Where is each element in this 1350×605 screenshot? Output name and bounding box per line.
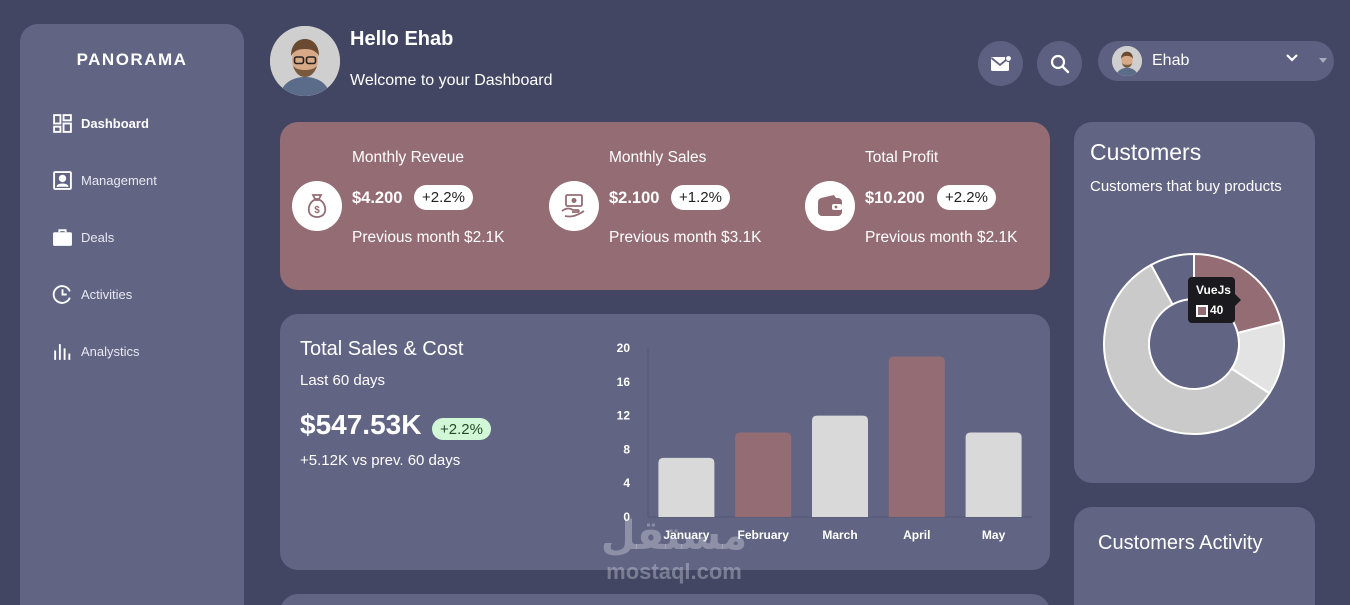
person-avatar-icon	[270, 26, 340, 96]
clock-icon	[52, 285, 71, 304]
sales-cost-card: Total Sales & Cost Last 60 days $547.53K…	[280, 314, 1050, 570]
dashboard-grid-icon	[53, 114, 72, 133]
period-label: Last 60 days	[300, 372, 386, 389]
tooltip-label: VueJs	[1196, 283, 1231, 297]
bottom-card	[280, 594, 1050, 605]
stat-change-badge: +2.2%	[414, 185, 473, 210]
stat-change-badge: +2.2%	[937, 185, 996, 210]
sidebar: PANORAMA Dashboard Management Deals Acti…	[20, 24, 244, 605]
x-tick-label: February	[738, 528, 790, 542]
stat-value: $2.100	[609, 189, 660, 207]
user-menu[interactable]: Ehab	[1098, 41, 1334, 81]
id-card-icon	[53, 171, 72, 190]
x-tick-label: April	[903, 528, 930, 542]
y-tick-label: 12	[617, 409, 631, 423]
mail-icon	[990, 54, 1012, 71]
comparison-text: +5.12K vs prev. 60 days	[300, 452, 461, 469]
dropdown-caret-icon	[1319, 58, 1327, 63]
sidebar-item-dashboard[interactable]: Dashboard	[52, 113, 149, 134]
tooltip-swatch	[1196, 305, 1208, 317]
stat-change-badge: +1.2%	[671, 185, 730, 210]
y-tick-label: 20	[617, 341, 631, 355]
sidebar-item-label: Activities	[81, 287, 133, 302]
stat-value: $4.200	[352, 189, 403, 207]
customers-activity-card: Customers Activity	[1074, 507, 1315, 605]
x-tick-label: May	[982, 528, 1006, 542]
stat-title: Monthly Reveue	[352, 149, 465, 166]
bar-may[interactable]	[965, 432, 1022, 518]
search-icon	[1050, 54, 1069, 73]
sales-bar-chart: 0 4 8 12 16 20 January February March April May	[617, 341, 1032, 542]
sidebar-item-deals[interactable]: Deals	[52, 227, 114, 248]
search-button[interactable]	[1037, 41, 1082, 86]
person-avatar-icon	[1112, 46, 1142, 76]
watermark-url: mostaql.com	[606, 559, 742, 584]
brand-logo: PANORAMA	[76, 50, 188, 69]
sidebar-item-label: Analystics	[81, 344, 140, 359]
y-tick-label: 4	[623, 476, 630, 490]
wallet-icon	[805, 181, 855, 231]
chart-tooltip: VueJs 40	[1188, 277, 1241, 323]
change-badge: +2.2%	[432, 418, 491, 440]
svg-text:$: $	[314, 205, 320, 216]
money-bag-icon: $	[292, 181, 342, 231]
bar-chart-icon	[54, 344, 71, 360]
sales-total: $547.53K	[300, 409, 422, 440]
sidebar-item-label: Deals	[81, 230, 115, 245]
briefcase-icon	[53, 229, 72, 246]
y-tick-label: 8	[623, 442, 630, 456]
watermark-arabic: مستقل	[600, 513, 748, 559]
card-title: Total Sales & Cost	[300, 338, 464, 360]
x-tick-label: January	[663, 528, 709, 542]
stat-previous: Previous month $2.1K	[865, 229, 1018, 246]
sidebar-item-label: Management	[81, 173, 157, 188]
user-name: Ehab	[1152, 52, 1190, 69]
donut-slice-4[interactable]	[1149, 252, 1195, 306]
bar-january[interactable]	[658, 457, 715, 517]
avatar[interactable]	[270, 26, 340, 96]
customers-card: Customers Customers that buy products Vu…	[1074, 122, 1315, 483]
stat-previous: Previous month $2.1K	[352, 229, 505, 246]
bar-february[interactable]	[735, 432, 792, 518]
sidebar-item-analystics[interactable]: Analystics	[52, 341, 140, 362]
y-tick-label: 16	[617, 375, 631, 389]
customers-donut-chart	[1103, 252, 1285, 435]
card-title: Customers Activity	[1098, 532, 1263, 554]
user-avatar	[1112, 46, 1142, 76]
tooltip-value: 40	[1210, 303, 1224, 317]
card-title: Customers	[1090, 139, 1202, 165]
y-tick-label: 0	[623, 510, 630, 524]
x-tick-label: March	[822, 528, 857, 542]
stats-card: $ Monthly Reveue $4.200 +2.2% Previous m…	[280, 122, 1050, 290]
mail-button[interactable]	[978, 41, 1023, 86]
cash-hand-icon	[549, 181, 599, 231]
tooltip-arrow	[1235, 294, 1241, 306]
sidebar-item-activities[interactable]: Activities	[52, 284, 132, 305]
donut-slice-3[interactable]	[1103, 263, 1271, 435]
chevron-down-icon[interactable]	[1285, 53, 1299, 63]
welcome-text: Welcome to your Dashboard	[350, 72, 553, 89]
sidebar-item-management[interactable]: Management	[52, 170, 157, 191]
greeting: Hello Ehab	[350, 28, 454, 50]
sidebar-item-label: Dashboard	[81, 116, 149, 131]
bar-march[interactable]	[812, 415, 868, 517]
stat-previous: Previous month $3.1K	[609, 229, 762, 246]
bar-april[interactable]	[888, 356, 945, 517]
watermark: مستقل mostaql.com	[594, 512, 754, 584]
stat-title: Monthly Sales	[609, 149, 707, 166]
card-subtitle: Customers that buy products	[1090, 178, 1282, 195]
stat-title: Total Profit	[865, 149, 939, 166]
stat-value: $10.200	[865, 189, 925, 207]
